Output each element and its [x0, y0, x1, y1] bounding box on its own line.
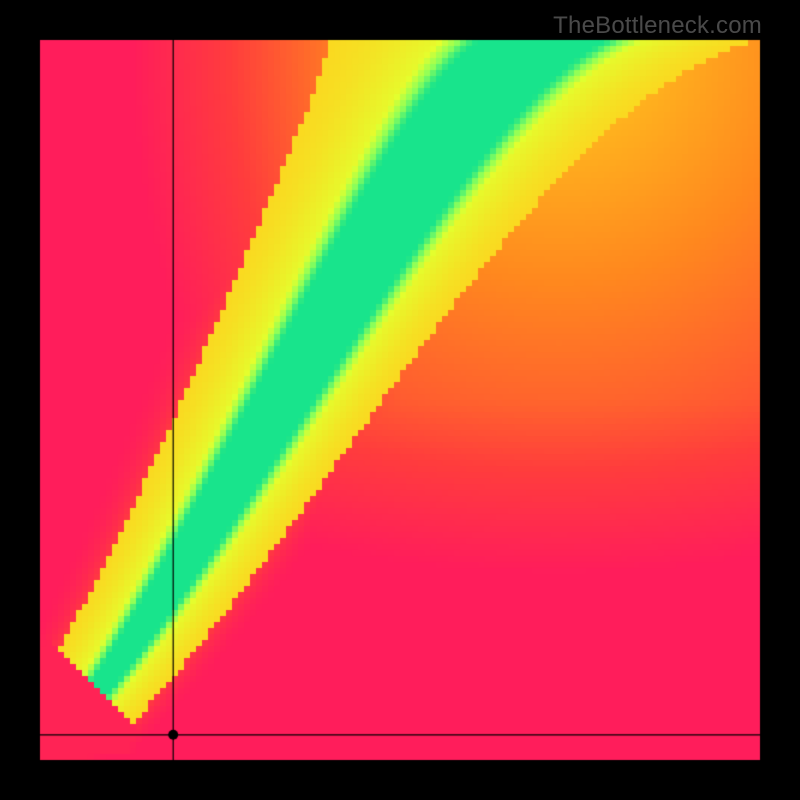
chart-container: TheBottleneck.com [0, 0, 800, 800]
bottleneck-heatmap [0, 0, 800, 800]
watermark-text: TheBottleneck.com [553, 12, 762, 40]
